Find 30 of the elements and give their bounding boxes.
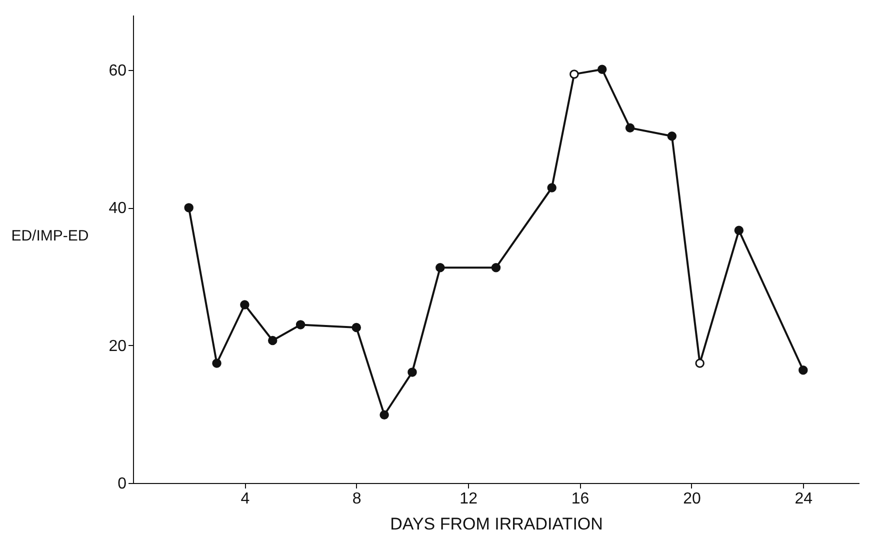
y-tick-label: 60 [108, 62, 127, 80]
x-tick-label: 16 [571, 490, 590, 508]
point [734, 226, 744, 236]
point [625, 123, 635, 132]
x-tick-label: 12 [460, 490, 478, 508]
point [491, 262, 501, 272]
point [268, 336, 278, 346]
point [570, 70, 579, 79]
point [380, 410, 389, 420]
point [240, 300, 250, 310]
point [597, 64, 607, 74]
y-tick-label: 40 [108, 200, 127, 218]
y-axis-title: ED/IMP-ED [11, 228, 89, 244]
point [296, 320, 306, 330]
x-tick-label: 24 [794, 490, 813, 508]
x-tick-label: 20 [683, 490, 701, 508]
point [798, 366, 808, 375]
y-tick-label: 20 [108, 338, 127, 355]
point [695, 358, 704, 368]
x-tick-label: 4 [240, 490, 250, 508]
point [547, 183, 556, 192]
point [212, 358, 222, 368]
point [184, 203, 194, 212]
y-tick-label: 0 [118, 476, 127, 492]
point [667, 132, 677, 141]
point [352, 322, 362, 332]
point [408, 368, 417, 377]
point [436, 262, 445, 272]
x-tick-label: 8 [352, 490, 362, 508]
x-axis-title: DAYS FROM IRRADIATION [390, 514, 603, 534]
